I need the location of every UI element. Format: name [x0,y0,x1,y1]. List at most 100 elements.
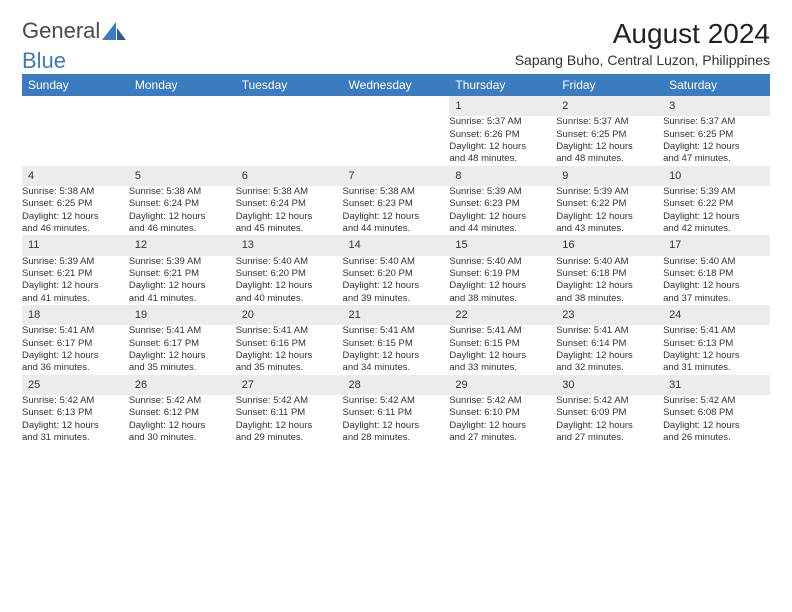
day-daylight1: Daylight: 12 hours [449,420,556,432]
day-sunrise: Sunrise: 5:41 AM [663,325,770,337]
day-sunset: Sunset: 6:21 PM [22,268,129,280]
day-sunset: Sunset: 6:13 PM [663,338,770,350]
day-number: 7 [343,166,450,186]
day-number: 12 [129,235,236,255]
day-sunset: Sunset: 6:08 PM [663,407,770,419]
weekday-header: Wednesday [343,74,450,96]
detail-row: Sunrise: 5:39 AMSunset: 6:21 PMDaylight:… [22,256,770,305]
day-daylight1: Daylight: 12 hours [556,350,663,362]
day-sunset: Sunset: 6:25 PM [556,129,663,141]
detail-row: Sunrise: 5:38 AMSunset: 6:25 PMDaylight:… [22,186,770,235]
day-cell-number [129,96,236,116]
day-daylight1: Daylight: 12 hours [22,420,129,432]
day-cell-number [236,96,343,116]
day-daylight1: Daylight: 12 hours [663,350,770,362]
day-daylight2: and 48 minutes. [449,153,556,165]
day-sunset: Sunset: 6:10 PM [449,407,556,419]
day-daylight2: and 41 minutes. [22,293,129,305]
day-daylight1: Daylight: 12 hours [129,280,236,292]
day-cell-detail: Sunrise: 5:38 AMSunset: 6:23 PMDaylight:… [343,186,450,235]
day-number: 23 [556,305,663,325]
detail-row: Sunrise: 5:41 AMSunset: 6:17 PMDaylight:… [22,325,770,374]
day-daylight1: Daylight: 12 hours [343,280,450,292]
day-sunset: Sunset: 6:17 PM [22,338,129,350]
day-daylight1: Daylight: 12 hours [449,280,556,292]
day-cell-detail: Sunrise: 5:40 AMSunset: 6:19 PMDaylight:… [449,256,556,305]
day-cell-detail: Sunrise: 5:40 AMSunset: 6:18 PMDaylight:… [663,256,770,305]
day-cell-number: 17 [663,235,770,255]
day-cell-detail: Sunrise: 5:39 AMSunset: 6:22 PMDaylight:… [556,186,663,235]
day-cell-number: 21 [343,305,450,325]
day-sunrise: Sunrise: 5:40 AM [663,256,770,268]
day-cell-number: 25 [22,375,129,395]
day-number: 16 [556,235,663,255]
day-number: 31 [663,375,770,395]
day-daylight1: Daylight: 12 hours [663,420,770,432]
day-daylight2: and 38 minutes. [449,293,556,305]
day-sunrise: Sunrise: 5:42 AM [236,395,343,407]
day-daylight1: Daylight: 12 hours [343,350,450,362]
day-sunset: Sunset: 6:11 PM [343,407,450,419]
day-cell-number: 7 [343,166,450,186]
day-sunrise: Sunrise: 5:37 AM [663,116,770,128]
day-sunrise: Sunrise: 5:41 AM [449,325,556,337]
day-cell-number: 19 [129,305,236,325]
day-sunrise: Sunrise: 5:37 AM [449,116,556,128]
daynum-row: 11121314151617 [22,235,770,255]
day-daylight2: and 39 minutes. [343,293,450,305]
day-sunset: Sunset: 6:24 PM [129,198,236,210]
day-cell-detail: Sunrise: 5:41 AMSunset: 6:14 PMDaylight:… [556,325,663,374]
day-sunset: Sunset: 6:12 PM [129,407,236,419]
day-sunrise: Sunrise: 5:39 AM [129,256,236,268]
day-cell-detail: Sunrise: 5:40 AMSunset: 6:20 PMDaylight:… [343,256,450,305]
day-cell-detail: Sunrise: 5:37 AMSunset: 6:26 PMDaylight:… [449,116,556,165]
day-cell-detail: Sunrise: 5:42 AMSunset: 6:11 PMDaylight:… [236,395,343,444]
day-number: 1 [449,96,556,116]
day-daylight2: and 34 minutes. [343,362,450,374]
location-text: Sapang Buho, Central Luzon, Philippines [515,52,770,68]
day-daylight2: and 40 minutes. [236,293,343,305]
day-sunset: Sunset: 6:23 PM [343,198,450,210]
day-cell-detail: Sunrise: 5:38 AMSunset: 6:24 PMDaylight:… [129,186,236,235]
day-number: 15 [449,235,556,255]
day-daylight1: Daylight: 12 hours [129,211,236,223]
day-daylight2: and 46 minutes. [22,223,129,235]
day-cell-number: 9 [556,166,663,186]
day-daylight2: and 32 minutes. [556,362,663,374]
day-daylight2: and 38 minutes. [556,293,663,305]
day-daylight1: Daylight: 12 hours [129,350,236,362]
day-cell-number: 4 [22,166,129,186]
day-daylight2: and 26 minutes. [663,432,770,444]
calendar-header-row: Sunday Monday Tuesday Wednesday Thursday… [22,74,770,96]
day-cell-number: 15 [449,235,556,255]
day-sunset: Sunset: 6:18 PM [663,268,770,280]
day-cell-detail: Sunrise: 5:41 AMSunset: 6:17 PMDaylight:… [129,325,236,374]
day-number: 11 [22,235,129,255]
day-cell-number: 27 [236,375,343,395]
logo-text-general: General [22,18,100,44]
day-number: 13 [236,235,343,255]
title-block: August 2024 Sapang Buho, Central Luzon, … [515,18,770,68]
day-number: 25 [22,375,129,395]
day-sunrise: Sunrise: 5:42 AM [22,395,129,407]
day-daylight1: Daylight: 12 hours [343,211,450,223]
day-cell-number: 8 [449,166,556,186]
day-daylight2: and 31 minutes. [22,432,129,444]
day-cell-number: 13 [236,235,343,255]
day-number: 24 [663,305,770,325]
day-daylight2: and 28 minutes. [343,432,450,444]
day-cell-detail: Sunrise: 5:37 AMSunset: 6:25 PMDaylight:… [663,116,770,165]
weekday-header: Friday [556,74,663,96]
day-sunset: Sunset: 6:25 PM [663,129,770,141]
day-number: 20 [236,305,343,325]
day-sunset: Sunset: 6:17 PM [129,338,236,350]
day-daylight2: and 36 minutes. [22,362,129,374]
day-daylight2: and 46 minutes. [129,223,236,235]
day-cell-number: 30 [556,375,663,395]
day-sunset: Sunset: 6:21 PM [129,268,236,280]
day-sunrise: Sunrise: 5:39 AM [449,186,556,198]
day-sunrise: Sunrise: 5:38 AM [22,186,129,198]
day-sunset: Sunset: 6:25 PM [22,198,129,210]
day-daylight2: and 41 minutes. [129,293,236,305]
day-sunset: Sunset: 6:20 PM [343,268,450,280]
